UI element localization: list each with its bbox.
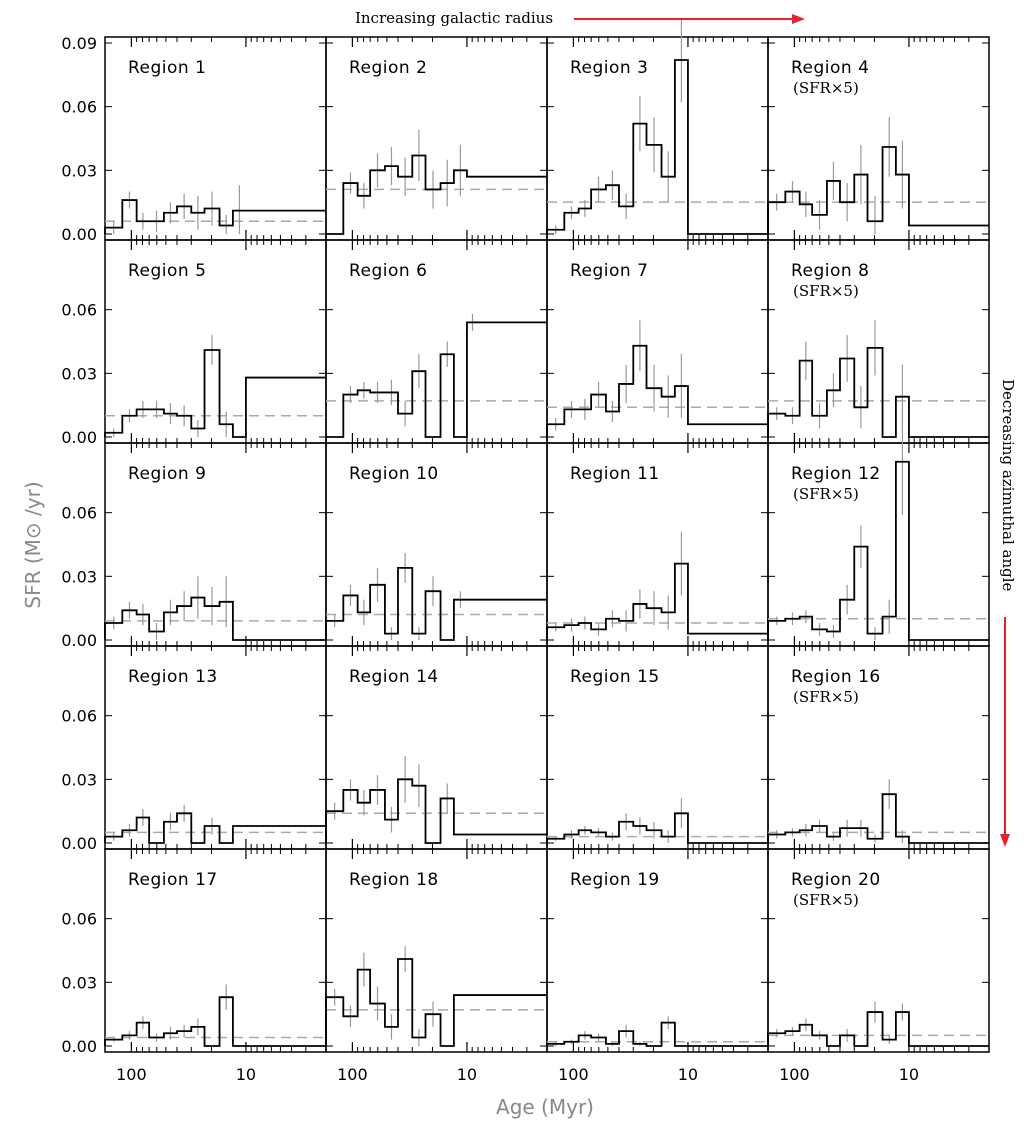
region-scale-note: (SFR×5): [793, 485, 859, 503]
region-label: Region 1: [128, 58, 206, 78]
sfh-histogram: [326, 321, 547, 438]
region-label: Region 2: [349, 58, 427, 78]
region-label: Region 7: [570, 261, 648, 281]
sfh-histogram: [767, 146, 989, 234]
y-tick-label: 0.06: [61, 98, 97, 117]
region-scale-note: (SFR×5): [793, 891, 859, 909]
sfh-histogram: [325, 778, 547, 844]
sfh-histogram: [546, 1021, 768, 1047]
region-scale-note: (SFR×5): [793, 79, 859, 97]
region-scale-note: (SFR×5): [793, 688, 859, 706]
panel-10: Region 10: [325, 442, 548, 647]
radius-arrow-head: [792, 14, 805, 24]
x-tick-label: 10: [678, 1065, 698, 1084]
region-label: Region 13: [128, 667, 218, 687]
region-label: Region 20: [791, 870, 881, 890]
panel-8: Region 8(SFR×5): [767, 239, 990, 444]
x-tick-label: 10: [236, 1065, 256, 1084]
x-tick-label: 10: [457, 1065, 477, 1084]
panel-2: Region 2: [325, 36, 548, 241]
y-axis-label: SFR (M⊙ /yr): [21, 481, 45, 608]
region-label: Region 6: [349, 261, 427, 281]
y-tick-label: 0.00: [61, 1037, 97, 1056]
sfh-histogram: [104, 812, 326, 844]
panel-16: Region 16(SFR×5): [767, 645, 990, 850]
panel-6: Region 6: [325, 239, 548, 444]
panel-5: 0.00 0.03 0.06 Region 5: [61, 239, 327, 447]
panel-9: 0.00 0.03 0.06 Region 9: [61, 442, 327, 650]
x-axis-label: Age (Myr): [496, 1095, 594, 1119]
region-label: Region 18: [349, 870, 439, 890]
sfh-histogram: [767, 1011, 989, 1047]
panel-20: 100 10 Region 20(SFR×5): [767, 848, 990, 1084]
y-tick-label: 0.06: [61, 504, 97, 523]
sfh-histogram: [546, 59, 768, 235]
sfh-histogram: [104, 199, 326, 234]
region-label: Region 8: [791, 261, 869, 281]
y-tick-label: 0.00: [61, 225, 97, 244]
radius-annotation: Increasing galactic radius: [355, 9, 553, 27]
region-label: Region 3: [570, 58, 648, 78]
sfh-histogram: [546, 562, 768, 640]
sfh-histogram: [325, 958, 547, 1047]
y-tick-label: 0.03: [61, 973, 97, 992]
region-label: Region 16: [791, 667, 881, 687]
x-tick-label: 100: [116, 1065, 147, 1084]
y-tick-label: 0.09: [61, 34, 97, 53]
region-label: Region 10: [349, 464, 439, 484]
y-tick-label: 0.00: [61, 428, 97, 447]
panel-7: Region 7: [546, 239, 769, 444]
panel-11: Region 11: [546, 442, 769, 647]
y-tick-label: 0.06: [61, 301, 97, 320]
region-label: Region 5: [128, 261, 206, 281]
panel-12: Region 12(SFR×5): [767, 408, 990, 647]
sfh-histogram: [326, 154, 547, 235]
sfh-histogram: [104, 596, 326, 641]
panel-13: 0.00 0.03 0.06 Region 13: [61, 645, 327, 853]
y-tick-label: 0.03: [61, 567, 97, 586]
sfh-histogram: [325, 566, 547, 641]
region-scale-note: (SFR×5): [793, 282, 859, 300]
panel-14: Region 14: [325, 645, 548, 850]
azimuth-arrow-head: [1000, 834, 1010, 847]
sfh-histogram: [104, 349, 326, 438]
x-tick-label: 100: [337, 1065, 368, 1084]
y-tick-label: 0.03: [61, 770, 97, 789]
panel-19: 100 10 Region 19: [546, 848, 769, 1084]
panel-17: 0.00 0.03 0.06 100 10 Region 17: [61, 848, 327, 1084]
region-label: Region 4: [791, 58, 869, 78]
sfh-histogram: [767, 793, 989, 844]
y-tick-label: 0.03: [61, 364, 97, 383]
region-label: Region 12: [791, 464, 881, 484]
x-tick-label: 100: [779, 1065, 810, 1084]
panel-grid: 0.00 0.03 0.06 0.09 Region 1 Region 2 Region 3…: [61, 17, 990, 1084]
y-tick-label: 0.03: [61, 161, 97, 180]
x-tick-label: 10: [899, 1065, 919, 1084]
sfh-histogram: [104, 996, 326, 1047]
panel-4: Region 4(SFR×5): [767, 36, 990, 241]
panel-frame: [767, 848, 990, 1053]
region-label: Region 14: [349, 667, 439, 687]
sfh-histogram: [546, 344, 768, 437]
panel-15: Region 15: [546, 645, 769, 850]
x-tick-label: 100: [558, 1065, 589, 1084]
panel-3: Region 3: [546, 17, 769, 241]
y-tick-label: 0.00: [61, 631, 97, 650]
panel-1: 0.00 0.03 0.06 0.09 Region 1: [61, 34, 327, 244]
y-tick-label: 0.00: [61, 834, 97, 853]
panel-18: 100 10 Region 18: [325, 848, 548, 1084]
y-tick-label: 0.06: [61, 910, 97, 929]
azimuth-annotation: Decreasing azimuthal angle: [999, 379, 1017, 592]
sfh-histogram: [767, 346, 989, 438]
sfh-histogram: [767, 460, 989, 641]
region-label: Region 9: [128, 464, 206, 484]
region-label: Region 19: [570, 870, 660, 890]
region-label: Region 11: [570, 464, 660, 484]
sfh-histogram: [546, 812, 768, 844]
region-label: Region 17: [128, 870, 218, 890]
region-label: Region 15: [570, 667, 660, 687]
y-tick-label: 0.06: [61, 707, 97, 726]
